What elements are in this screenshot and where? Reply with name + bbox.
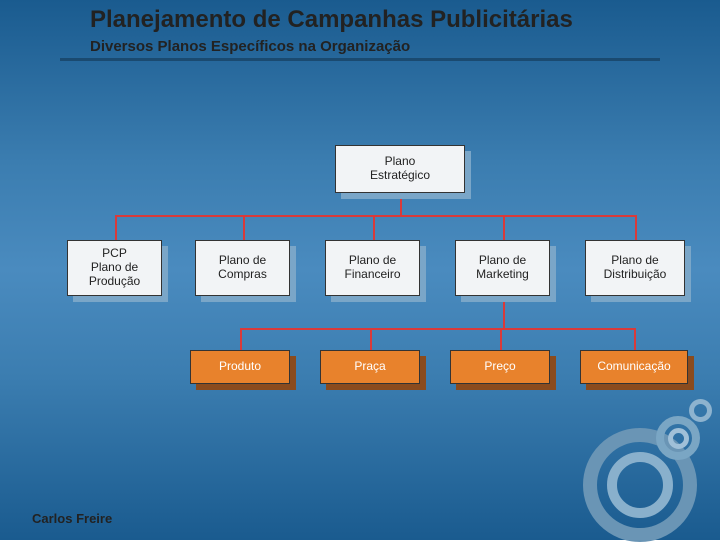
slide-title: Planejamento de Campanhas Publicitárias — [90, 6, 573, 34]
node-compras: Plano deCompras — [195, 240, 290, 296]
slide-subtitle: Diversos Planos Específicos na Organizaç… — [90, 38, 410, 55]
node-root: PlanoEstratégico — [335, 145, 465, 193]
ring-decoration — [689, 399, 712, 422]
node-marketing: Plano deMarketing — [455, 240, 550, 296]
node-produto: Produto — [190, 350, 290, 384]
node-preco: Preço — [450, 350, 550, 384]
title-rule — [60, 58, 660, 61]
node-pcp: PCPPlano deProdução — [67, 240, 162, 296]
node-financeiro: Plano deFinanceiro — [325, 240, 420, 296]
node-distrib: Plano deDistribuição — [585, 240, 685, 296]
node-comunicacao: Comunicação — [580, 350, 688, 384]
footer-author: Carlos Freire — [32, 511, 112, 526]
node-praca: Praça — [320, 350, 420, 384]
ring-decoration — [668, 428, 689, 449]
ring-decoration — [607, 452, 673, 518]
